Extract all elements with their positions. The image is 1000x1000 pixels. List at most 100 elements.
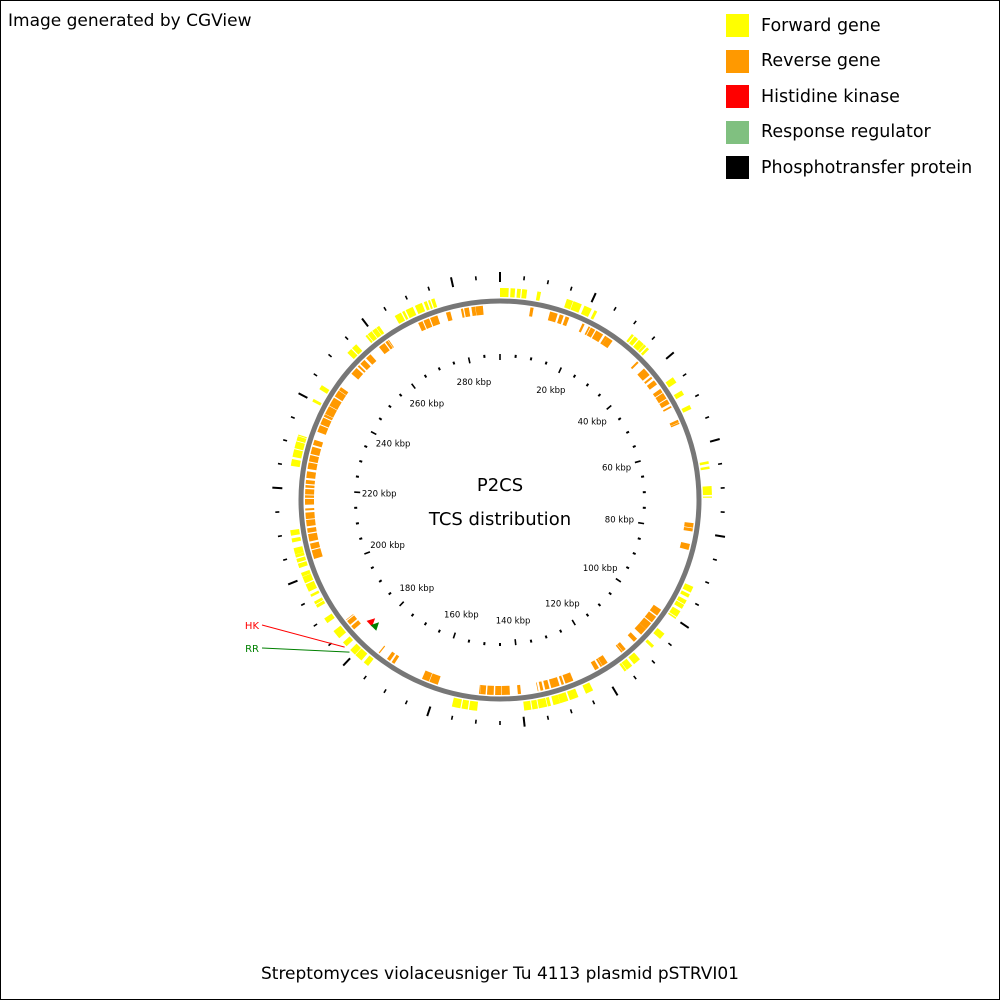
ruler-tick bbox=[598, 394, 600, 396]
outer-tick bbox=[592, 293, 596, 302]
ruler-tick bbox=[453, 362, 454, 365]
outer-tick bbox=[593, 701, 595, 705]
forward-gene bbox=[310, 591, 319, 597]
outer-tick bbox=[666, 352, 674, 358]
forward-gene bbox=[645, 639, 654, 648]
reverse-gene bbox=[311, 447, 322, 456]
ruler-tick bbox=[633, 446, 636, 447]
tick-label: 200 kbp bbox=[370, 541, 405, 551]
outer-tick bbox=[272, 488, 282, 489]
outer-tick bbox=[345, 337, 348, 340]
ruler-tick bbox=[531, 357, 532, 360]
outer-tick bbox=[683, 374, 686, 376]
reverse-gene bbox=[464, 308, 470, 318]
ruler-tick bbox=[371, 567, 374, 568]
reverse-gene bbox=[305, 485, 314, 488]
forward-gene bbox=[703, 486, 712, 495]
forward-gene bbox=[521, 289, 527, 299]
ruler-tick bbox=[559, 367, 562, 372]
forward-gene bbox=[653, 628, 664, 639]
outer-tick bbox=[548, 280, 549, 284]
forward-gene bbox=[500, 288, 509, 297]
outer-tick bbox=[668, 643, 671, 646]
forward-gene bbox=[567, 689, 578, 701]
ruler-tick bbox=[425, 375, 427, 378]
reverse-gene bbox=[430, 315, 440, 326]
ruler-tick bbox=[598, 604, 600, 606]
forward-gene bbox=[319, 385, 329, 394]
ruler-tick bbox=[439, 630, 440, 633]
reverse-gene bbox=[305, 512, 314, 519]
forward-gene bbox=[469, 701, 478, 711]
center-subtitle: TCS distribution bbox=[428, 509, 571, 530]
forward-gene bbox=[683, 583, 694, 592]
outer-tick bbox=[384, 307, 386, 310]
outer-tick bbox=[612, 687, 617, 696]
tick-label: 160 kbp bbox=[444, 611, 479, 621]
ruler-tick bbox=[531, 640, 532, 643]
reverse-gene bbox=[306, 471, 316, 479]
reverse-gene bbox=[306, 480, 315, 485]
outer-tick bbox=[278, 464, 282, 465]
forward-gene bbox=[537, 698, 547, 708]
forward-gene bbox=[292, 449, 302, 458]
reverse-gene bbox=[309, 455, 319, 463]
reverse-gene bbox=[307, 527, 317, 533]
inner-ruler bbox=[354, 354, 646, 646]
ruler-tick bbox=[364, 552, 370, 554]
reverse-gene bbox=[471, 307, 476, 316]
ruler-tick bbox=[364, 446, 367, 447]
ruler-tick bbox=[359, 538, 362, 539]
hk-callout-label: HK bbox=[245, 621, 260, 632]
outer-tick bbox=[680, 622, 688, 628]
outer-tick bbox=[718, 464, 722, 465]
reverse-gene bbox=[446, 311, 453, 321]
ruler-tick bbox=[633, 553, 636, 554]
reverse-gene bbox=[461, 309, 465, 318]
reverse-gene bbox=[305, 495, 314, 498]
tick-labels: 20 kbp40 kbp60 kbp80 kbp100 kbp120 kbp14… bbox=[362, 378, 634, 626]
tick-label: 80 kbp bbox=[605, 516, 634, 526]
outer-tick bbox=[428, 287, 429, 291]
ruler-tick bbox=[638, 523, 644, 524]
reverse-gene bbox=[557, 314, 564, 324]
reverse-gene bbox=[495, 686, 501, 695]
reverse-gene bbox=[305, 508, 314, 510]
ruler-tick bbox=[574, 375, 576, 378]
reverse-gene bbox=[379, 646, 386, 654]
outer-tick bbox=[427, 707, 430, 716]
rr-callout-label: RR bbox=[245, 644, 259, 655]
outer-tick bbox=[548, 716, 549, 720]
map-caption: Streptomyces violaceusniger Tu 4113 plas… bbox=[0, 964, 1000, 984]
outer-tick bbox=[364, 676, 366, 679]
outer-tick bbox=[705, 417, 709, 418]
outer-tick bbox=[384, 689, 386, 692]
reverse-gene bbox=[628, 632, 637, 641]
reverse-gene bbox=[543, 680, 549, 690]
hk-callout-line bbox=[262, 625, 345, 647]
outer-tick bbox=[634, 676, 636, 679]
reverse-gene bbox=[631, 361, 639, 369]
forward-gene bbox=[674, 390, 684, 399]
ruler-tick bbox=[379, 580, 381, 582]
ruler-tick bbox=[587, 614, 589, 616]
outer-tick bbox=[299, 393, 308, 398]
forward-gene bbox=[536, 291, 541, 301]
outer-tick bbox=[652, 660, 655, 663]
tick-label: 240 kbp bbox=[376, 439, 411, 449]
tick-label: 280 kbp bbox=[457, 378, 492, 388]
tick-label: 100 kbp bbox=[583, 564, 618, 574]
ruler-tick bbox=[587, 384, 589, 386]
outer-tick bbox=[571, 287, 572, 291]
forward-gene bbox=[312, 399, 321, 406]
forward-gene bbox=[516, 289, 520, 298]
forward-gene bbox=[461, 700, 469, 710]
ruler-tick bbox=[560, 630, 561, 633]
reverse-gene bbox=[539, 681, 544, 690]
reverse-gene bbox=[549, 677, 560, 688]
outer-tick bbox=[278, 536, 282, 537]
forward-gene bbox=[364, 655, 374, 665]
reverse-gene bbox=[312, 548, 323, 559]
ruler-tick bbox=[425, 623, 427, 626]
outer-tick bbox=[713, 559, 717, 560]
